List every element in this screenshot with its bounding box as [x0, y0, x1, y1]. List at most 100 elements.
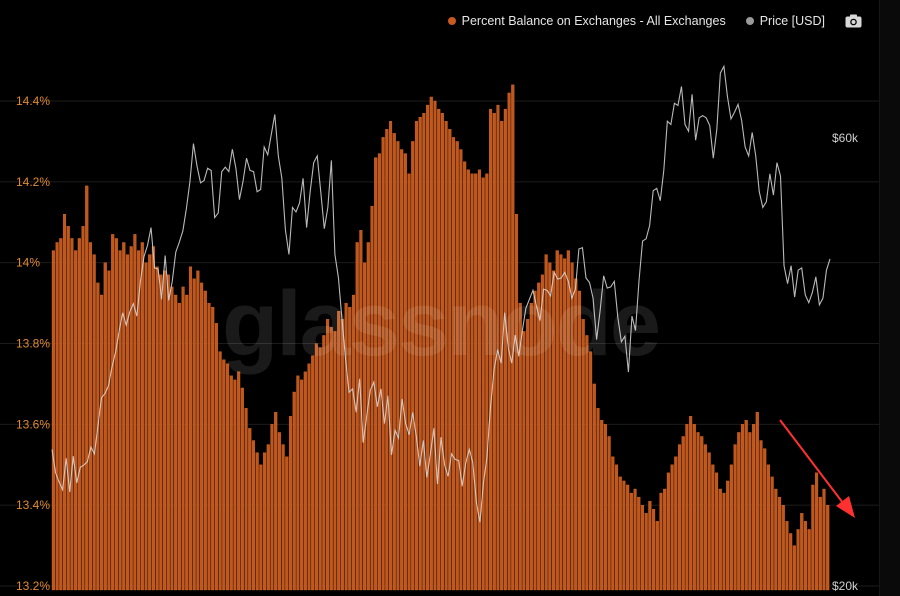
- bar: [555, 250, 559, 591]
- left-tick-label: 14.4%: [16, 94, 50, 108]
- bar: [466, 169, 470, 591]
- scrollbar[interactable]: [879, 0, 900, 596]
- bar: [129, 246, 133, 591]
- bar: [603, 424, 607, 591]
- bar: [185, 294, 189, 591]
- bar: [689, 416, 693, 591]
- bar: [207, 302, 211, 591]
- bar: [229, 375, 233, 591]
- bar: [133, 234, 137, 591]
- legend-item-balance[interactable]: Percent Balance on Exchanges - All Excha…: [447, 14, 726, 28]
- bar: [459, 149, 463, 591]
- bar: [122, 242, 126, 591]
- bar: [748, 432, 752, 591]
- bar: [166, 274, 170, 591]
- bar: [59, 238, 63, 591]
- bar: [666, 472, 670, 591]
- bar: [144, 262, 148, 591]
- bar: [437, 108, 441, 591]
- bar: [481, 177, 485, 591]
- bar: [659, 492, 663, 591]
- bar: [563, 258, 567, 591]
- bar: [492, 112, 496, 591]
- bar: [196, 270, 200, 591]
- bar: [155, 266, 159, 591]
- bar: [292, 391, 296, 591]
- bar: [314, 343, 318, 591]
- bar: [288, 416, 293, 591]
- bar: [85, 185, 89, 591]
- bar: [111, 234, 115, 591]
- bar: [600, 420, 604, 591]
- bar: [566, 250, 570, 591]
- annotation-arrow: [779, 419, 855, 518]
- bar: [255, 452, 259, 591]
- camera-icon[interactable]: [845, 14, 862, 28]
- bar: [259, 464, 263, 591]
- bar: [388, 121, 393, 591]
- bar: [607, 436, 611, 591]
- bar: [426, 104, 430, 591]
- bar: [318, 347, 322, 591]
- bar: [511, 84, 515, 591]
- bar: [503, 108, 507, 591]
- bar: [559, 254, 563, 591]
- bar: [789, 533, 793, 591]
- bar: [807, 529, 811, 591]
- bar: [518, 302, 522, 591]
- bar: [752, 424, 756, 591]
- bar: [685, 424, 689, 591]
- bar: [522, 331, 526, 591]
- bar: [251, 440, 256, 591]
- bar: [529, 302, 533, 591]
- bar: [240, 387, 244, 591]
- bar: [448, 129, 452, 591]
- bar: [729, 464, 733, 591]
- bar: [570, 262, 574, 591]
- bar: [403, 153, 407, 591]
- bar: [81, 226, 85, 591]
- bar: [118, 250, 122, 591]
- bar: [344, 302, 348, 591]
- bar: [422, 112, 426, 591]
- bar: [700, 436, 704, 591]
- bar: [715, 472, 719, 591]
- bar: [214, 323, 218, 591]
- bar: [644, 513, 648, 591]
- bar: [711, 464, 715, 591]
- legend: Percent Balance on Exchanges - All Excha…: [447, 14, 862, 28]
- bar: [244, 408, 248, 591]
- bar: [88, 242, 93, 591]
- bar: [785, 521, 789, 591]
- bar: [652, 509, 656, 591]
- bar: [74, 250, 78, 591]
- bar: [103, 262, 107, 591]
- bar: [414, 121, 419, 591]
- bar: [826, 505, 830, 591]
- bar: [429, 96, 433, 591]
- bar: [303, 371, 307, 591]
- bar: [263, 452, 267, 591]
- bar: [655, 521, 659, 591]
- bar: [181, 286, 185, 591]
- left-tick-label: 13.4%: [16, 498, 50, 512]
- bar: [203, 290, 207, 591]
- left-tick-label: 14.2%: [16, 175, 50, 189]
- bar: [266, 444, 270, 591]
- bar: [363, 262, 367, 591]
- bar: [818, 496, 822, 591]
- bar: [496, 104, 500, 591]
- bar: [815, 472, 819, 591]
- bar: [137, 250, 141, 591]
- bar: [411, 141, 415, 591]
- bar: [140, 242, 144, 591]
- bar: [722, 492, 726, 591]
- bar: [800, 513, 804, 591]
- bar: [396, 141, 400, 591]
- legend-item-price[interactable]: Price [USD]: [745, 14, 825, 28]
- bar: [618, 476, 622, 591]
- bar: [674, 456, 678, 591]
- bar: [581, 319, 585, 591]
- bar: [225, 363, 230, 591]
- bar: [803, 521, 808, 591]
